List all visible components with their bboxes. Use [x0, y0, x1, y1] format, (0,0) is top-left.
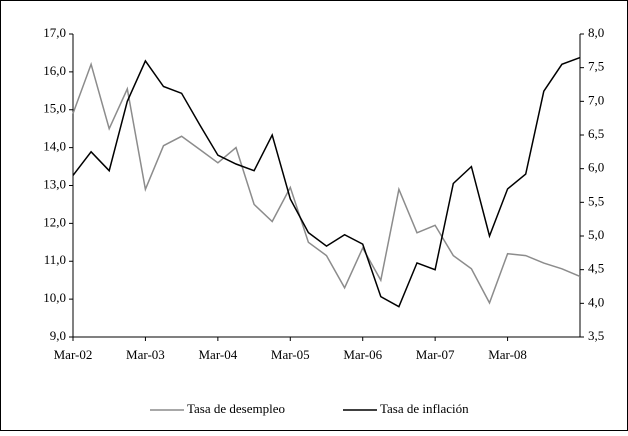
y-tick-label: 10,0 [43, 290, 66, 305]
y2-tick-label: 4,5 [588, 261, 604, 276]
x-tick-label: Mar-03 [126, 347, 165, 362]
y-tick-label: 12,0 [43, 214, 66, 229]
y-tick-label: 11,0 [44, 252, 66, 267]
y2-tick-label: 8,0 [588, 25, 604, 40]
y2-tick-label: 7,5 [588, 59, 604, 74]
x-tick-label: Mar-07 [416, 347, 455, 362]
y-tick-label: 14,0 [43, 139, 66, 154]
y2-tick-label: 3,5 [588, 328, 604, 343]
y2-tick-label: 5,5 [588, 193, 604, 208]
legend-label: Tasa de desempleo [187, 401, 285, 416]
y2-tick-label: 6,0 [588, 160, 604, 175]
x-tick-label: Mar-08 [488, 347, 527, 362]
y-tick-label: 13,0 [43, 176, 66, 191]
x-tick-label: Mar-04 [198, 347, 237, 362]
y-tick-label: 15,0 [43, 101, 66, 116]
y2-tick-label: 6,5 [588, 126, 604, 141]
series-line [72, 56, 581, 308]
x-tick-label: Mar-02 [54, 347, 93, 362]
x-tick-label: Mar-05 [271, 347, 310, 362]
series-line [72, 61, 581, 305]
x-tick-label: Mar-06 [343, 347, 382, 362]
y2-tick-label: 4,0 [588, 294, 604, 309]
y2-tick-label: 7,0 [588, 92, 604, 107]
y-tick-label: 16,0 [43, 63, 66, 78]
y-tick-label: 9,0 [50, 328, 66, 343]
legend-label: Tasa de inflación [380, 401, 469, 416]
y-tick-label: 17,0 [43, 25, 66, 40]
y2-tick-label: 5,0 [588, 227, 604, 242]
